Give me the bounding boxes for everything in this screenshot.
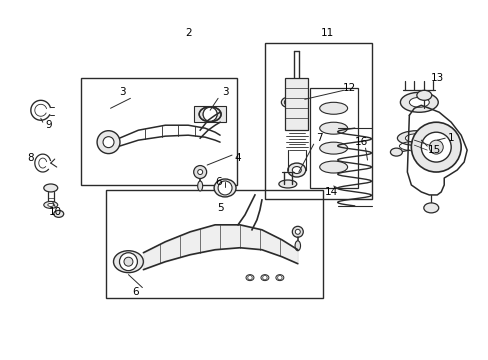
Ellipse shape [214,179,236,197]
Circle shape [428,140,442,154]
Text: 6: 6 [214,177,221,187]
Ellipse shape [113,251,143,273]
Circle shape [193,166,206,179]
Ellipse shape [54,210,63,217]
Ellipse shape [319,122,347,134]
Ellipse shape [275,275,283,280]
Bar [194,106,225,122]
Ellipse shape [284,99,291,105]
Text: 15: 15 [427,145,440,155]
Ellipse shape [294,241,300,251]
Text: 4: 4 [234,153,241,163]
Text: 3: 3 [119,87,125,97]
Ellipse shape [245,275,253,280]
Ellipse shape [44,201,58,208]
Text: 9: 9 [45,120,52,130]
Ellipse shape [292,167,301,174]
Circle shape [197,170,202,175]
Bar [81,78,237,185]
Ellipse shape [261,275,268,280]
Circle shape [277,275,282,280]
Ellipse shape [48,203,54,206]
Circle shape [262,275,266,280]
Text: 5: 5 [216,203,223,213]
Ellipse shape [319,102,347,114]
Text: 2: 2 [184,28,191,37]
Circle shape [247,275,252,280]
Ellipse shape [423,203,438,213]
Ellipse shape [397,131,436,146]
Ellipse shape [197,181,202,191]
Ellipse shape [287,163,305,177]
Circle shape [421,132,450,162]
Text: 8: 8 [27,153,34,163]
Text: 10: 10 [49,207,62,217]
Ellipse shape [319,142,347,154]
Text: 11: 11 [321,28,334,37]
Text: 14: 14 [325,187,338,197]
Ellipse shape [416,90,431,100]
Circle shape [203,107,217,121]
Ellipse shape [389,148,402,156]
Bar [105,190,322,298]
Circle shape [295,229,300,234]
Text: 13: 13 [430,73,443,84]
Text: 16: 16 [354,137,367,147]
Text: 3: 3 [222,87,228,97]
Ellipse shape [278,180,296,188]
Bar [285,78,307,130]
Ellipse shape [199,107,221,122]
Text: 1: 1 [447,133,453,143]
Ellipse shape [405,134,428,143]
Text: 6: 6 [132,287,139,297]
Circle shape [103,137,114,148]
Ellipse shape [281,97,294,107]
Text: 7: 7 [316,133,323,143]
Circle shape [203,107,217,121]
Circle shape [292,226,303,237]
Ellipse shape [319,161,347,173]
Ellipse shape [408,97,428,107]
Bar [309,88,357,188]
Circle shape [97,131,120,154]
Ellipse shape [44,184,58,192]
Ellipse shape [400,92,437,112]
Circle shape [124,257,133,266]
Circle shape [218,181,232,195]
Bar [264,42,371,199]
Circle shape [119,253,137,271]
Circle shape [410,122,460,172]
Text: 12: 12 [342,84,355,93]
